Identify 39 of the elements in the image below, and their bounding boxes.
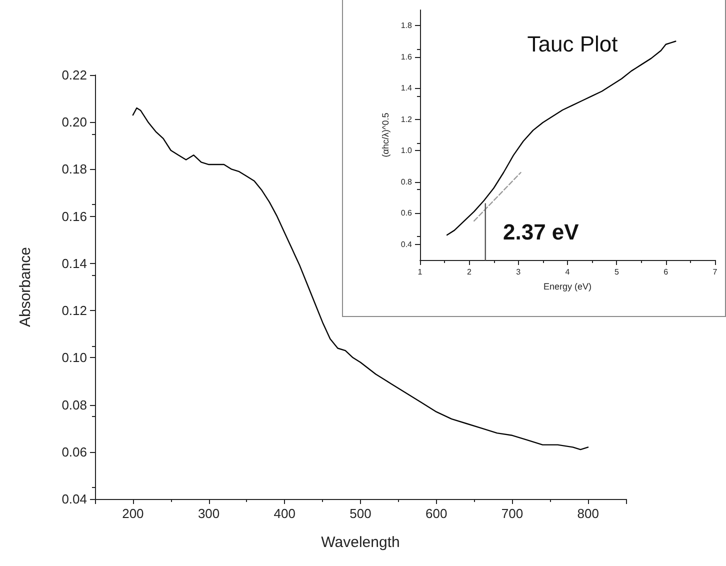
y-axis-title: (αhc/λ)^0.5 xyxy=(380,112,390,158)
y-axis-title: Absorbance xyxy=(17,246,34,328)
y-tick-label: 0.06 xyxy=(62,444,87,460)
x-tick-label: 300 xyxy=(198,506,220,521)
y-tick-label: 0.14 xyxy=(62,256,87,271)
x-axis-title: Energy (eV) xyxy=(543,282,592,292)
x-axis-title: Wavelength xyxy=(321,534,400,551)
y-tick-label: 1.4 xyxy=(400,84,413,93)
x-tick-label: 200 xyxy=(122,506,144,521)
x-tick-label: 3 xyxy=(516,268,522,276)
x-tick-label: 700 xyxy=(501,506,524,521)
x-tick-label: 4 xyxy=(565,268,570,276)
x-tick-label: 5 xyxy=(614,268,620,276)
text: Tauc Plot xyxy=(527,32,618,56)
annotation: 2.37 eV xyxy=(503,220,580,244)
x-tick-label: 2 xyxy=(466,268,472,276)
y-tick-label: 1.0 xyxy=(400,146,413,156)
y-tick-label: 1.2 xyxy=(400,114,413,124)
y-tick-label: 1.6 xyxy=(400,52,413,62)
y-tick-label: 1.8 xyxy=(400,21,413,30)
x-tick-label: 500 xyxy=(350,506,372,521)
y-tick-label: 0.4 xyxy=(400,240,413,249)
y-tick-label: 0.22 xyxy=(62,68,87,82)
y-tick-label: 0.04 xyxy=(62,492,87,506)
y-tick-label: 0.10 xyxy=(62,350,87,366)
y-tick-label: 0.12 xyxy=(62,303,87,318)
y-tick-label: 0.8 xyxy=(400,177,413,186)
y-tick-label: 0.08 xyxy=(62,397,87,412)
x-tick-label: 400 xyxy=(274,506,296,521)
y-tick-label: 0.20 xyxy=(62,114,87,130)
x-tick-label: 1 xyxy=(418,268,423,276)
x-tick-label: 7 xyxy=(712,268,718,276)
y-tick-label: 0.16 xyxy=(62,208,87,224)
y-tick-label: 0.6 xyxy=(400,208,413,218)
y-tick-label: 0.18 xyxy=(62,162,87,177)
x-tick-label: 800 xyxy=(577,506,599,521)
line-series xyxy=(132,107,589,450)
x-tick-label: 600 xyxy=(426,506,448,521)
x-tick-label: 6 xyxy=(664,268,669,276)
